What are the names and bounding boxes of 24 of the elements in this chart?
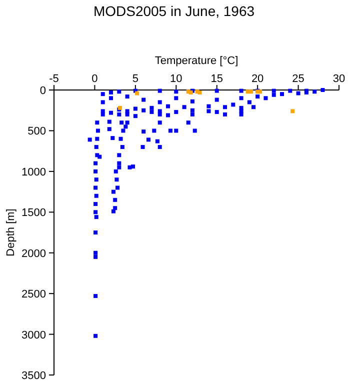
point	[198, 90, 202, 94]
y-tick-label: 500	[28, 126, 46, 138]
chart-title: MODS2005 in June, 1963	[93, 3, 255, 19]
x-tick-label: 30	[332, 73, 346, 85]
point	[290, 109, 295, 114]
point	[258, 90, 262, 94]
x-tick-label: 0	[92, 73, 98, 85]
y-tick-label: 2500	[22, 288, 46, 301]
x-tick-label: -5	[49, 73, 59, 85]
y-axis-title: Depth [m]	[5, 208, 17, 256]
x-tick-label: 25	[292, 73, 304, 85]
y-tick-label: 1000	[22, 166, 46, 178]
point	[135, 91, 140, 96]
y-tick-label: 3000	[22, 329, 46, 342]
y-tick-label: 3500	[22, 370, 46, 382]
x-tick-label: 10	[170, 73, 182, 85]
point	[249, 90, 254, 94]
x-tick-label: 5	[132, 73, 138, 85]
x-tick-label: 15	[210, 73, 223, 85]
x-axis-title: Temperature [°C]	[154, 55, 238, 67]
y-tick-label: 0	[40, 85, 46, 97]
y-tick-label: 1500	[22, 207, 46, 220]
x-tick-label: 20	[251, 73, 264, 85]
y-tick-label: 2000	[22, 248, 46, 260]
